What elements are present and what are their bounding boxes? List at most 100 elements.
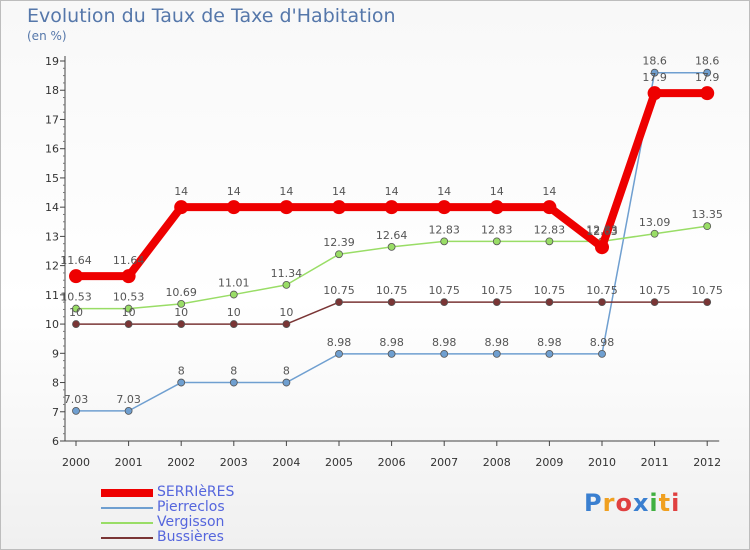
data-label: 12.83 [534, 223, 566, 236]
data-label: 12.63 [586, 225, 618, 238]
data-point [595, 240, 609, 255]
data-point [177, 378, 186, 387]
proxiti-logo: Proxiti [584, 489, 680, 517]
logo-letter: x [632, 489, 650, 517]
x-tick-label: 2012 [693, 456, 721, 469]
data-label: 10 [69, 306, 83, 319]
x-tick-label: 2008 [483, 456, 511, 469]
data-point [700, 86, 715, 101]
data-point [650, 229, 659, 238]
data-label: 10 [122, 306, 136, 319]
logo-letter: o [615, 489, 633, 517]
data-point [650, 298, 659, 307]
data-label: 12.64 [376, 229, 408, 242]
data-point [282, 378, 291, 387]
data-point [387, 349, 396, 358]
data-label: 7.03 [116, 393, 141, 406]
data-point [229, 320, 238, 328]
logo-letter: r [602, 489, 616, 517]
data-point [647, 86, 662, 101]
data-label: 14 [385, 185, 399, 198]
x-tick-label: 2004 [272, 456, 300, 469]
data-label: 7.03 [64, 393, 89, 406]
data-point [282, 281, 291, 289]
data-label: 18.6 [695, 55, 720, 68]
data-label: 18.6 [642, 55, 667, 68]
data-label: 8.98 [327, 336, 352, 349]
y-tick-label: 9 [52, 347, 59, 360]
data-point [384, 200, 399, 215]
data-point [598, 298, 606, 307]
data-point [174, 200, 189, 215]
data-point [229, 378, 238, 387]
data-point [72, 304, 80, 313]
x-tick-label: 2005 [325, 456, 353, 469]
data-point [489, 200, 504, 215]
legend-swatch [101, 536, 153, 539]
data-label: 8 [283, 365, 290, 378]
x-tick-label: 2007 [430, 456, 458, 469]
data-point [440, 349, 449, 358]
data-point [387, 298, 396, 307]
data-point [177, 300, 186, 308]
x-tick-label: 2003 [220, 456, 248, 469]
data-label: 10.75 [481, 284, 513, 297]
data-point [124, 304, 133, 313]
x-tick-label: 2011 [641, 456, 669, 469]
data-point [72, 320, 80, 328]
data-label: 14 [542, 185, 556, 198]
data-point [437, 200, 452, 215]
data-point [440, 298, 449, 307]
logo-letter: P [584, 489, 603, 517]
x-tick-label: 2006 [378, 456, 406, 469]
y-unit-label: (en %) [27, 29, 67, 43]
data-point [703, 68, 712, 77]
data-point [492, 298, 501, 307]
data-point [72, 406, 80, 415]
logo-letter: t [658, 489, 672, 517]
y-tick-label: 14 [45, 201, 59, 214]
legend-item: Vergisson [101, 515, 234, 530]
data-label: 14 [437, 185, 451, 198]
data-label: 12.83 [428, 223, 460, 236]
data-label: 10.53 [113, 291, 145, 304]
data-point [545, 237, 554, 246]
y-tick-label: 7 [52, 406, 59, 419]
legend-label: SERRIèRES [157, 484, 235, 500]
y-tick-label: 11 [45, 289, 59, 302]
data-point [124, 406, 133, 415]
x-tick-label: 2009 [535, 456, 563, 469]
data-label: 10 [174, 306, 188, 319]
data-label: 11.64 [60, 254, 92, 267]
legend-item: Bussières [101, 530, 234, 545]
x-tick-label: 2002 [167, 456, 195, 469]
data-label: 10.75 [376, 284, 408, 297]
data-label: 10 [279, 306, 293, 319]
logo-letter: i [671, 489, 681, 517]
y-tick-label: 18 [45, 84, 59, 97]
data-point [335, 349, 343, 358]
y-tick-label: 15 [45, 172, 59, 185]
data-point [598, 349, 606, 358]
y-tick-label: 6 [52, 435, 59, 448]
x-tick-label: 2000 [62, 456, 90, 469]
data-label: 12.83 [586, 223, 618, 236]
logo-letter: i [649, 489, 659, 517]
data-label: 8.98 [590, 336, 615, 349]
data-point [440, 237, 449, 246]
data-label: 14 [332, 185, 346, 198]
legend-item: SERRIèRES [101, 485, 234, 500]
y-tick-label: 12 [45, 260, 59, 273]
y-tick-label: 8 [52, 377, 59, 390]
y-tick-label: 10 [45, 318, 59, 331]
legend-label: Vergisson [157, 514, 225, 530]
legend: SERRIèRES Pierreclos Vergisson Bussières [101, 485, 234, 545]
y-tick-label: 17 [45, 113, 59, 126]
data-label: 10.69 [165, 286, 197, 299]
data-label: 8 [178, 365, 185, 378]
x-tick-label: 2001 [115, 456, 143, 469]
data-point [335, 250, 343, 259]
y-tick-label: 13 [45, 230, 59, 243]
y-tick-label: 19 [45, 55, 59, 68]
